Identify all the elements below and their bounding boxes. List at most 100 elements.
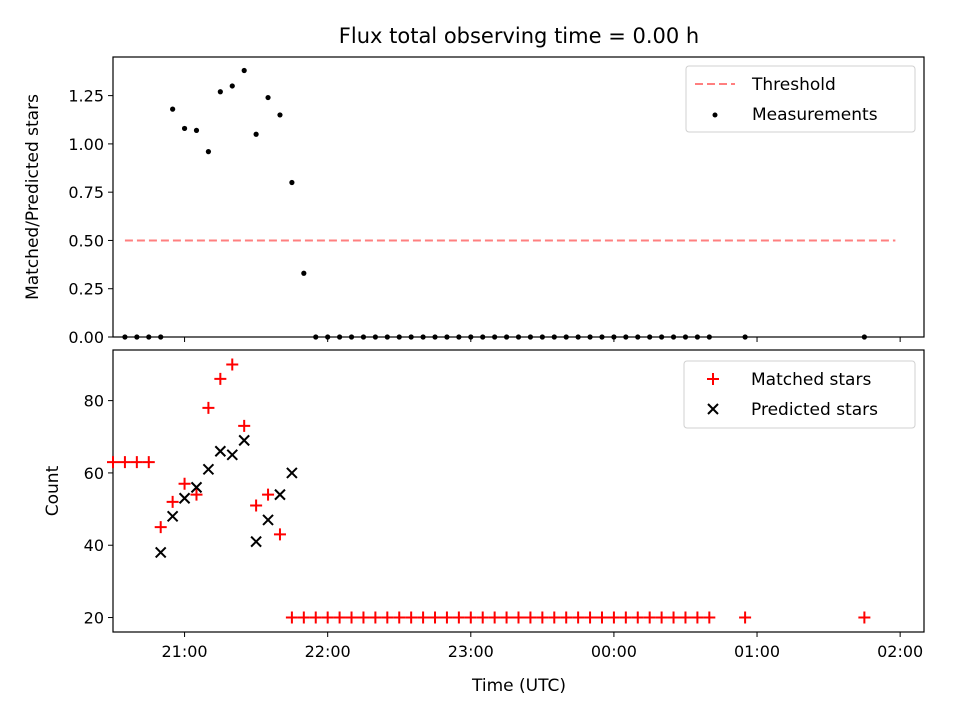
matched-point [107, 456, 119, 469]
measurement-point [551, 334, 557, 340]
matched-point [309, 611, 322, 624]
measurement-point [611, 334, 617, 340]
legend-measurements-swatch [712, 112, 718, 118]
measurement-point [408, 334, 414, 340]
y-tick-label: 0.00 [68, 328, 104, 347]
measurements-series [122, 67, 867, 340]
legend-predicted-label: Predicted stars [751, 400, 878, 420]
measurement-point [492, 334, 498, 340]
measurement-point [503, 334, 510, 340]
x-tick-label: 02:00 [877, 642, 923, 661]
matched-point [118, 456, 131, 469]
matched-point [512, 611, 525, 624]
matched-point [679, 611, 692, 624]
matched-point [381, 611, 394, 624]
matched-point [369, 611, 382, 624]
measurement-point [742, 334, 748, 340]
measurement-point [170, 106, 176, 112]
predicted-point [262, 514, 274, 526]
predicted-point [154, 546, 167, 559]
measurement-point [480, 334, 486, 340]
measurement-point [241, 67, 247, 74]
measurement-point [682, 334, 689, 340]
measurement-point [325, 334, 331, 340]
measurement-point [515, 334, 522, 340]
matched-point [321, 611, 334, 624]
y-tick-label: 1.00 [68, 135, 104, 154]
measurement-point [122, 334, 128, 340]
matched-point [667, 611, 680, 624]
measurement-point [468, 334, 474, 340]
matched-point [464, 611, 477, 624]
bottom-plot-frame [112, 349, 925, 633]
matched-point [142, 456, 155, 469]
matched-point [262, 488, 275, 501]
measurement-point [694, 334, 700, 340]
matched-point [619, 611, 632, 624]
y-tick-label: 1.25 [68, 87, 104, 106]
matched-point [572, 611, 585, 624]
predicted-stars-series [154, 434, 298, 559]
matched-point [333, 611, 346, 624]
matched-point [297, 611, 310, 624]
chart-title: Flux total observing time = 0.00 h [339, 24, 699, 48]
matched-point [405, 611, 418, 624]
matched-point [285, 611, 298, 624]
bottom-y-axis-label: Count [43, 465, 63, 516]
measurement-point [575, 334, 581, 340]
measurement-point [635, 334, 641, 340]
top-y-axis: 0.00 0.25 0.50 0.75 1.00 1.25 [68, 87, 113, 347]
measurement-point [623, 334, 629, 340]
legend-predicted-swatch [707, 403, 719, 415]
matched-stars-series [107, 358, 871, 624]
predicted-point [226, 449, 238, 461]
measurement-point [527, 334, 534, 340]
predicted-point [214, 445, 227, 457]
matched-point [273, 528, 286, 541]
y-tick-label: 0.25 [68, 280, 104, 299]
x-tick-label: 23:00 [448, 642, 494, 661]
matched-point [202, 401, 215, 414]
measurement-point [181, 125, 188, 132]
measurement-point [289, 179, 295, 186]
matched-point [250, 499, 263, 512]
measurement-point [539, 334, 545, 340]
matched-point [166, 495, 179, 508]
measurement-point [599, 334, 605, 340]
measurement-point [205, 149, 212, 155]
matched-point [631, 611, 644, 624]
predicted-point [274, 488, 286, 501]
measurement-point [587, 334, 593, 340]
measurement-point [217, 89, 223, 95]
measurement-point [360, 334, 367, 340]
predicted-point [250, 535, 262, 548]
matched-point [548, 611, 561, 624]
matched-point [595, 611, 608, 624]
matched-point [739, 611, 752, 624]
matched-point [691, 611, 704, 624]
matched-point [226, 358, 239, 371]
measurement-point [384, 334, 390, 340]
measurement-point [277, 112, 283, 118]
top-legend: Threshold Measurements [685, 65, 916, 133]
measurement-point [158, 334, 164, 340]
predicted-point [238, 434, 250, 447]
predicted-point [166, 510, 179, 523]
matched-point [238, 419, 251, 432]
y-tick-label: 0.50 [68, 231, 104, 250]
matched-point [345, 611, 358, 624]
measurement-point [706, 334, 712, 340]
y-tick-label: 0.75 [68, 183, 104, 202]
predicted-point [202, 463, 215, 476]
measurement-point [265, 94, 271, 101]
y-tick-label: 80 [84, 392, 104, 411]
matched-point [858, 611, 871, 624]
bottom-legend: Matched stars Predicted stars [683, 360, 916, 429]
measurement-point [444, 334, 450, 340]
predicted-point [286, 467, 298, 479]
matched-point [214, 372, 227, 385]
matched-point [584, 611, 597, 624]
measurement-point [348, 334, 355, 340]
measurement-point [456, 334, 462, 340]
